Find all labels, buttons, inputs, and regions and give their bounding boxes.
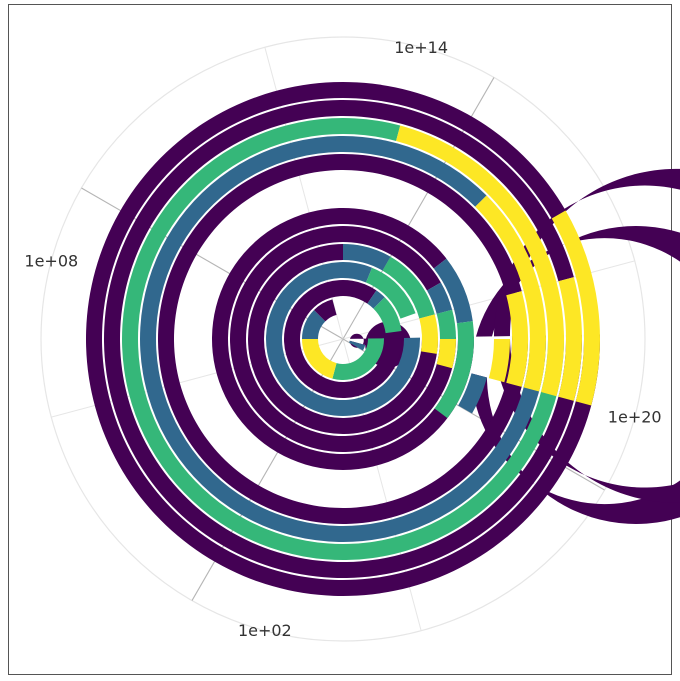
bar-segments [85, 81, 680, 596]
bar-segment [332, 338, 384, 380]
bar-segment [488, 339, 510, 383]
bar-segment [433, 258, 473, 324]
bar-segment [302, 339, 337, 379]
bar-segment [434, 321, 474, 419]
bar-segment [551, 210, 600, 406]
angular-tick-label: 1e+08 [24, 251, 78, 270]
bar-segment [475, 195, 546, 392]
angular-tick-label: 1e+02 [238, 621, 292, 640]
angular-tick-labels: 1e+20 1e+02 1e+08 1e+14 [24, 38, 661, 640]
bar-segment [373, 297, 402, 334]
bar-segment [558, 277, 583, 401]
bar-segment [314, 299, 337, 322]
bar-segment [367, 290, 385, 309]
bar-segment [366, 267, 416, 319]
bar-segment [382, 256, 435, 319]
bar-segment [349, 340, 366, 351]
angular-tick-label: 1e+14 [394, 38, 448, 57]
bar-segment [427, 282, 453, 314]
bar-segment [436, 309, 457, 339]
bar-segment [436, 339, 456, 369]
bar-segment [396, 125, 565, 397]
bar-segment [458, 373, 487, 414]
grid-circle [40, 36, 646, 642]
angular-tick-label: 1e+20 [608, 408, 662, 427]
bar-segment [419, 314, 438, 354]
bar-segment [343, 244, 391, 271]
bar-segment [506, 291, 529, 387]
bar-segment [302, 310, 326, 339]
